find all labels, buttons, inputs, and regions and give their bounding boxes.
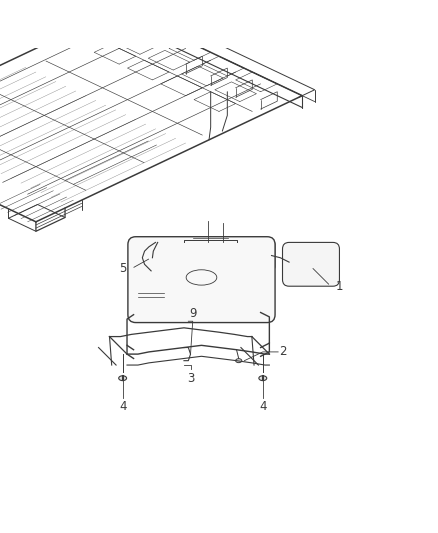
Text: 3: 3: [187, 372, 194, 385]
Text: 5: 5: [119, 262, 126, 275]
Text: 1: 1: [336, 280, 343, 293]
Text: 9: 9: [189, 307, 197, 320]
Text: 4: 4: [119, 400, 127, 413]
Ellipse shape: [119, 376, 127, 381]
Ellipse shape: [259, 376, 267, 381]
FancyBboxPatch shape: [242, 241, 275, 270]
FancyBboxPatch shape: [283, 243, 339, 286]
Ellipse shape: [236, 359, 242, 362]
FancyBboxPatch shape: [128, 237, 275, 322]
Text: 2: 2: [279, 345, 287, 358]
Text: 4: 4: [259, 400, 267, 413]
